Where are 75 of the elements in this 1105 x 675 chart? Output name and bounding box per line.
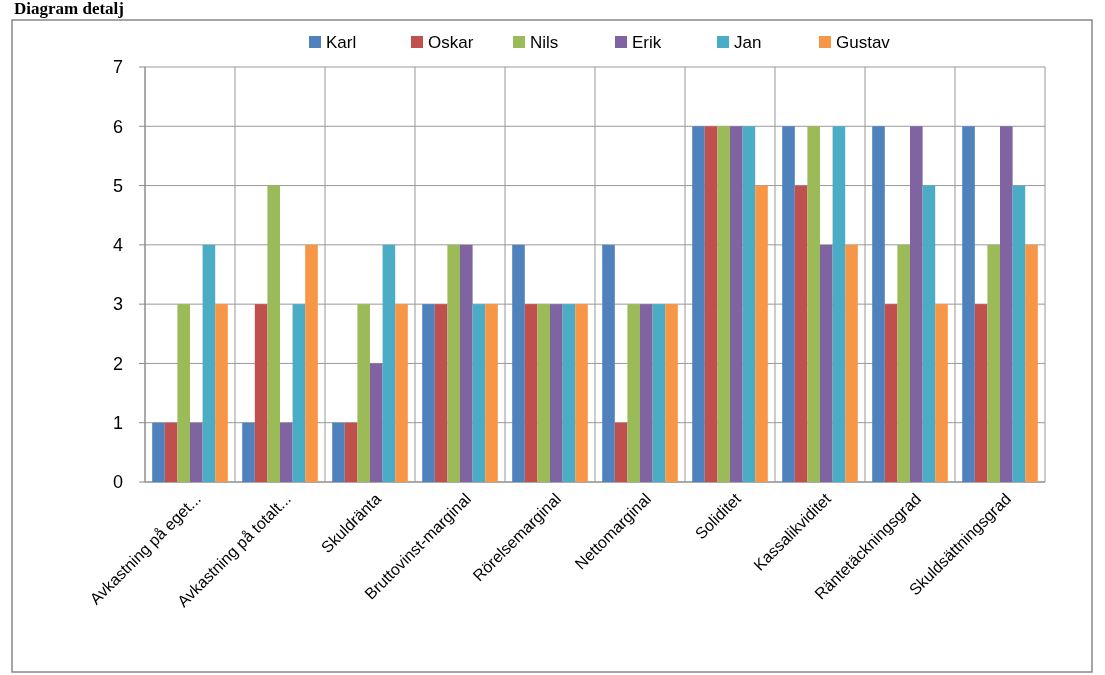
bar [254, 304, 268, 482]
y-tick-label: 0 [112, 472, 123, 493]
bar [704, 126, 718, 482]
legend-label: Oskar [428, 32, 474, 52]
y-tick-label: 6 [112, 116, 123, 137]
bar [602, 244, 615, 482]
bar [627, 304, 640, 482]
y-tick-label: 1 [112, 413, 123, 434]
bar [807, 126, 820, 482]
bar [614, 422, 628, 482]
bar [344, 422, 358, 482]
bar [910, 126, 923, 482]
bar [434, 304, 448, 482]
legend-label: Erik [632, 32, 662, 52]
bar [292, 304, 306, 482]
bar [575, 304, 588, 482]
bar [472, 304, 486, 482]
bar [872, 126, 885, 482]
bar [215, 304, 228, 482]
y-tick-label: 7 [112, 57, 123, 78]
bar [962, 126, 975, 482]
bar [512, 244, 525, 482]
bar [974, 304, 988, 482]
bar [897, 244, 910, 482]
bar [280, 422, 293, 482]
bar [935, 304, 948, 482]
bar [190, 422, 203, 482]
bar [152, 422, 165, 482]
bar [652, 304, 666, 482]
bar [550, 304, 563, 482]
legend-label: Nils [530, 32, 559, 52]
bar [382, 244, 396, 482]
legend-label: Gustav [836, 32, 891, 52]
bar [640, 304, 653, 482]
bar [332, 422, 345, 482]
bar [665, 304, 678, 482]
bar [164, 422, 178, 482]
bar [177, 304, 190, 482]
bar [832, 126, 846, 482]
chart-title: Diagram detalj [14, 0, 125, 18]
bar [485, 304, 498, 482]
bar [537, 304, 550, 482]
bar [267, 185, 280, 482]
bar [562, 304, 576, 482]
bar [730, 126, 743, 482]
legend-label: Jan [734, 32, 762, 52]
bar [742, 126, 756, 482]
bar [692, 126, 705, 482]
legend-label: Karl [326, 32, 357, 52]
bar [202, 244, 216, 482]
bar [717, 126, 730, 482]
bar [305, 244, 318, 482]
bar [987, 244, 1000, 482]
bar [884, 304, 898, 482]
bar [524, 304, 538, 482]
bar [395, 304, 408, 482]
bar [794, 185, 808, 482]
bar [845, 244, 858, 482]
y-tick-label: 2 [112, 353, 123, 374]
bar [422, 304, 435, 482]
y-tick-label: 3 [112, 294, 123, 315]
bar [460, 244, 473, 482]
bar [447, 244, 460, 482]
bar [922, 185, 936, 482]
bar [820, 244, 833, 482]
bar [755, 185, 768, 482]
bar [1012, 185, 1026, 482]
bar [782, 126, 795, 482]
bar [357, 304, 370, 482]
bar [242, 422, 255, 482]
y-tick-label: 4 [112, 235, 123, 256]
bar [1025, 244, 1038, 482]
bar [1000, 126, 1013, 482]
y-tick-label: 5 [112, 175, 123, 196]
bar [370, 363, 383, 482]
